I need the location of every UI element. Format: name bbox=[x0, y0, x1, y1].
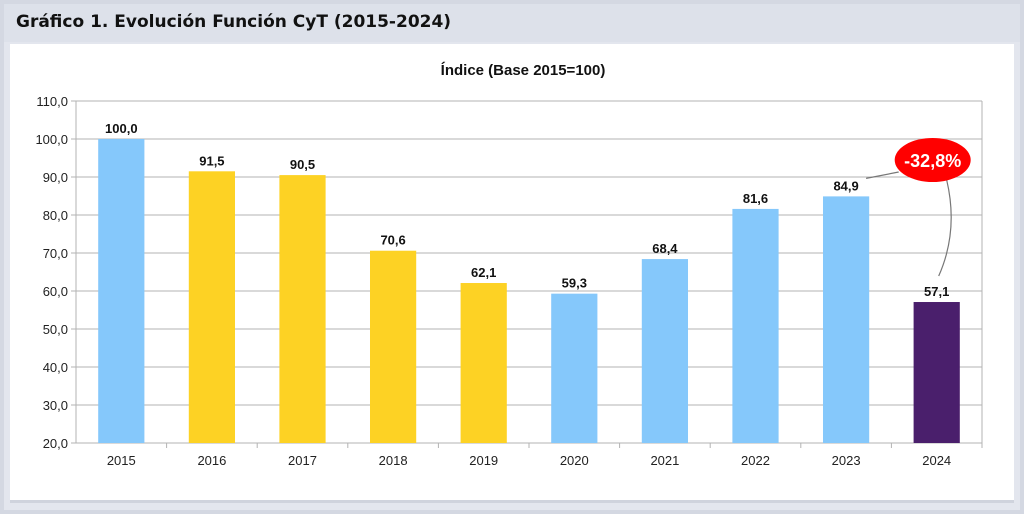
x-tick-label: 2019 bbox=[469, 453, 498, 468]
data-label: 84,9 bbox=[833, 178, 858, 193]
y-tick-label: 110,0 bbox=[36, 94, 68, 109]
x-tick-label: 2022 bbox=[741, 453, 770, 468]
y-tick-label: 100,0 bbox=[35, 132, 68, 147]
bottom-divider bbox=[10, 500, 1014, 503]
data-label: 70,6 bbox=[380, 233, 405, 248]
y-tick-label: 90,0 bbox=[43, 170, 68, 185]
x-tick-label: 2024 bbox=[922, 453, 951, 468]
annotation-bubble bbox=[894, 138, 971, 182]
y-tick-label: 60,0 bbox=[43, 284, 68, 299]
bar bbox=[732, 208, 779, 443]
x-tick-label: 2017 bbox=[288, 453, 317, 468]
chart-area: Índice (Base 2015=100) 20,0 30,0 40,0 50,0 60… bbox=[10, 44, 1014, 502]
bar bbox=[188, 171, 236, 444]
y-tick-label: 80,0 bbox=[43, 208, 68, 223]
data-label: 59,3 bbox=[562, 276, 587, 291]
x-tick-label: 2021 bbox=[650, 453, 679, 468]
x-tick-label: 2023 bbox=[832, 453, 861, 468]
bar bbox=[551, 293, 598, 443]
y-tick-label: 40,0 bbox=[43, 360, 68, 375]
y-tick-label: 70,0 bbox=[43, 246, 68, 261]
bar bbox=[913, 302, 960, 443]
x-tick-label: 2020 bbox=[560, 453, 589, 468]
data-label: 68,4 bbox=[652, 241, 678, 256]
bar bbox=[369, 250, 417, 443]
x-tick-label: 2015 bbox=[107, 453, 136, 468]
annotation-label: -32,8% bbox=[904, 151, 961, 171]
bar bbox=[822, 196, 870, 443]
y-tick-label: 50,0 bbox=[43, 322, 68, 337]
data-label: 90,5 bbox=[290, 157, 315, 172]
bar bbox=[98, 139, 145, 443]
data-label: 62,1 bbox=[471, 265, 496, 280]
chart-title: Índice (Base 2015=100) bbox=[441, 62, 606, 79]
y-tick-label: 20,0 bbox=[43, 436, 68, 451]
annotation-leader-right bbox=[938, 179, 952, 277]
chart-frame: Gráfico 1. Evolución Función CyT (2015-2… bbox=[4, 4, 1020, 510]
bar bbox=[279, 175, 326, 443]
data-label: 81,6 bbox=[743, 191, 768, 206]
bar bbox=[641, 259, 689, 443]
chart-heading: Gráfico 1. Evolución Función CyT (2015-2… bbox=[16, 12, 452, 32]
data-label: 57,1 bbox=[924, 284, 949, 299]
chart-header: Gráfico 1. Evolución Función CyT (2015-2… bbox=[4, 4, 1020, 42]
x-tick-label: 2016 bbox=[197, 453, 226, 468]
bar bbox=[460, 283, 507, 443]
x-tick-label: 2018 bbox=[379, 453, 408, 468]
data-label: 100,0 bbox=[105, 121, 138, 136]
annotation-leader-left bbox=[865, 171, 899, 179]
y-tick-label: 30,0 bbox=[43, 398, 68, 413]
data-label: 91,5 bbox=[199, 153, 224, 168]
bar-chart: Índice (Base 2015=100) 20,0 30,0 40,0 50,0 60… bbox=[35, 62, 983, 468]
